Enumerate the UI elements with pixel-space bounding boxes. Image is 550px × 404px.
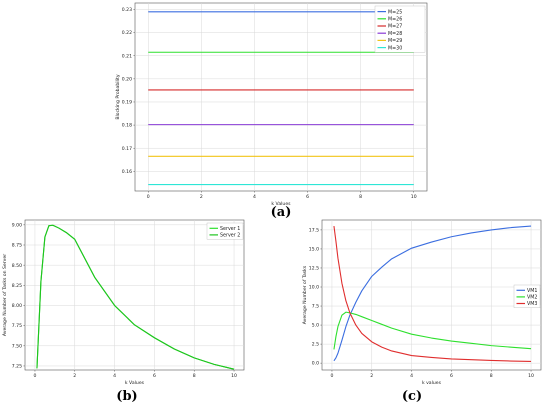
y-tick-label: 7.25 [12, 364, 22, 370]
x-tick-label: 10 [411, 194, 417, 200]
legend-entry: VM1 [527, 288, 537, 294]
legend-entry: M=30 [388, 45, 402, 51]
x-tick-label: 6 [306, 194, 309, 200]
x-tick-label: 8 [490, 373, 493, 379]
panel-a-label: (a) [271, 205, 292, 220]
y-tick-label: 0.23 [122, 7, 132, 13]
x-tick-label: 6 [450, 373, 453, 379]
x-tick-label: 4 [253, 194, 256, 200]
x-tick-label: 8 [359, 194, 362, 200]
legend-entry: M=28 [388, 31, 402, 37]
y-axis-label: Average Number of Tasks [302, 265, 308, 324]
y-tick-label: 0.16 [122, 169, 132, 175]
x-tick-label: 8 [193, 373, 196, 379]
panel-a-chart: 0 2 4 6 8 10 0.16 0.17 0.18 0.19 0.20 0.21 0.22 0.23 k… [115, 2, 428, 207]
x-axis-label: k Values [271, 201, 291, 207]
y-tick-label: 12.5 [309, 266, 319, 272]
y-tick-label: 0.21 [122, 53, 132, 59]
panel-c-label: (c) [402, 389, 422, 404]
plot-area-b [24, 219, 245, 371]
x-tick-label: 4 [410, 373, 413, 379]
y-tick-label: 0.0 [312, 361, 319, 367]
y-tick-label: 0.20 [122, 76, 132, 82]
panel-b-chart: 0 2 4 6 8 10 7.25 7.50 7.75 8.00 8.25 8.50 8.75 9.00 k… [2, 219, 245, 386]
legend-entry: Server 1 [220, 226, 240, 232]
x-axis-label: k Values [125, 380, 145, 386]
y-tick-label: 0.17 [122, 146, 132, 152]
plot-area-c [321, 219, 542, 371]
y-tick-label: 0.18 [122, 123, 132, 129]
y-axis-label: Blocking Probability [115, 74, 121, 120]
y-tick-label: 15.0 [309, 247, 319, 253]
y-tick-label: 5.0 [312, 323, 319, 329]
x-tick-label: 2 [200, 194, 203, 200]
y-tick-label: 7.75 [12, 323, 22, 329]
y-tick-label: 7.5 [312, 304, 319, 310]
y-tick-label: 8.00 [12, 303, 22, 309]
y-tick-label: 17.5 [309, 227, 319, 233]
legend-entry: M=26 [388, 17, 402, 23]
panel-b-label: (b) [116, 389, 137, 404]
legend-entry: M=25 [388, 9, 402, 15]
series-line-vm3 [333, 226, 532, 363]
legend-entry: VM3 [527, 301, 537, 307]
series-line-server-2 [36, 224, 235, 370]
y-tick-label: 9.00 [12, 222, 22, 228]
panel-c-chart: 0 2 4 6 8 10 0.0 2.5 5.0 7.5 10.0 12.5 15.0 17.5 k val… [302, 219, 542, 386]
x-tick-label: 6 [153, 373, 156, 379]
series-line-vm1 [333, 225, 532, 362]
y-tick-label: 0.22 [122, 30, 132, 36]
x-tick-label: 2 [73, 373, 76, 379]
legend-box [374, 5, 426, 53]
legend-entry: M=29 [388, 38, 402, 44]
x-tick-label: 10 [231, 373, 237, 379]
y-tick-label: 8.75 [12, 243, 22, 249]
x-tick-label: 4 [113, 373, 116, 379]
y-tick-label: 10.0 [309, 285, 319, 291]
y-tick-label: 8.50 [12, 263, 22, 269]
x-axis-label: k values [422, 380, 442, 386]
y-tick-label: 0.19 [122, 100, 132, 106]
x-tick-label: 10 [528, 373, 534, 379]
x-tick-label: 0 [33, 373, 36, 379]
y-axis-label: Average Number of Tasks on Server [2, 254, 8, 336]
y-tick-label: 7.50 [12, 343, 22, 349]
x-tick-label: 2 [370, 373, 373, 379]
x-tick-label: 0 [147, 194, 150, 200]
x-tick-label: 0 [330, 373, 333, 379]
legend-entry: M=27 [388, 24, 402, 30]
y-tick-label: 2.5 [312, 342, 319, 348]
series-line-vm2 [333, 311, 532, 350]
legend-entry: Server 2 [220, 233, 240, 239]
y-tick-label: 8.25 [12, 283, 22, 289]
legend-entry: VM2 [527, 295, 537, 301]
